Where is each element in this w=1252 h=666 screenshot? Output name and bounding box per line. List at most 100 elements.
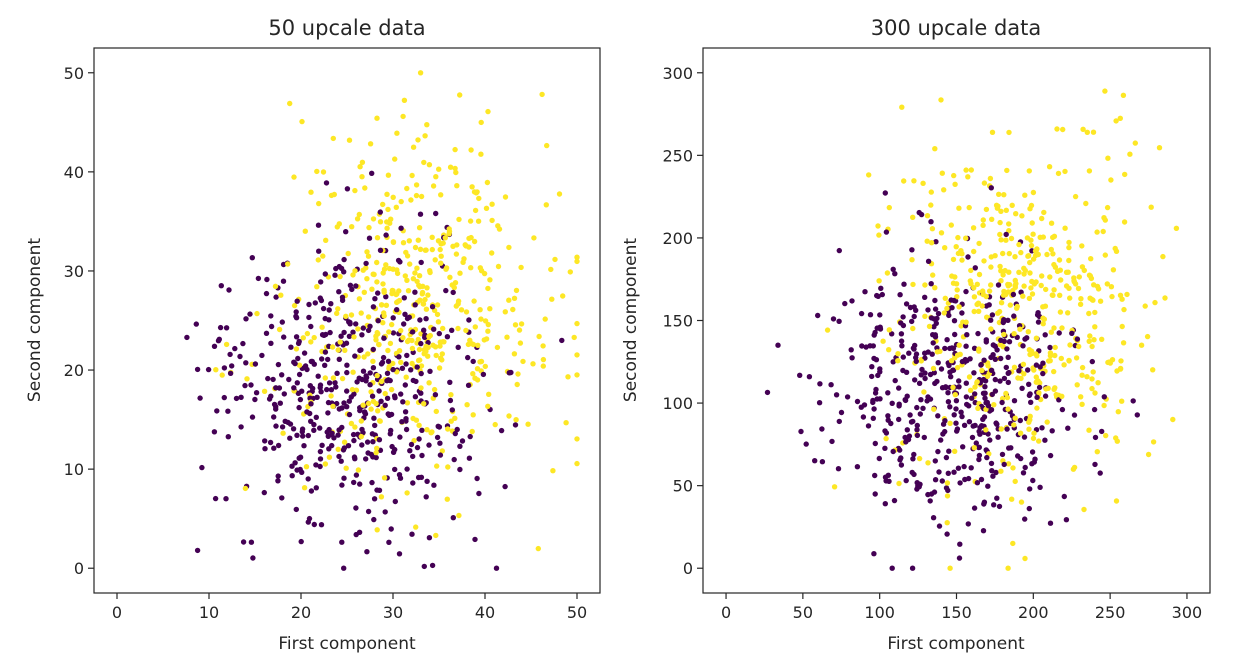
data-point xyxy=(1094,229,1100,235)
data-point xyxy=(384,370,391,376)
data-point xyxy=(1028,237,1034,243)
data-point xyxy=(387,220,393,226)
data-point xyxy=(988,264,994,270)
data-point xyxy=(1026,505,1033,512)
data-point xyxy=(477,265,483,271)
data-point xyxy=(343,340,350,346)
data-point xyxy=(398,225,404,231)
data-point xyxy=(478,151,484,157)
data-point xyxy=(304,330,311,337)
data-point xyxy=(281,391,287,397)
data-point xyxy=(410,276,417,282)
data-point xyxy=(383,232,389,238)
data-point xyxy=(896,385,902,391)
data-point xyxy=(540,343,546,349)
data-point xyxy=(1026,426,1032,432)
data-point xyxy=(374,445,380,451)
data-point xyxy=(867,312,874,318)
data-point xyxy=(549,296,555,302)
data-point xyxy=(380,281,386,287)
data-point xyxy=(996,319,1003,326)
data-point xyxy=(351,437,357,444)
data-point xyxy=(1036,384,1043,391)
data-point xyxy=(341,445,348,451)
data-point xyxy=(1036,390,1042,396)
data-point xyxy=(477,359,483,365)
data-point xyxy=(902,434,908,441)
data-point xyxy=(299,118,305,125)
data-point xyxy=(298,538,304,545)
data-point xyxy=(261,388,268,394)
data-point xyxy=(996,191,1002,197)
data-point xyxy=(506,244,512,251)
data-point xyxy=(408,441,415,448)
data-point xyxy=(860,414,867,420)
data-point xyxy=(1021,283,1027,289)
data-point xyxy=(848,347,854,353)
data-point xyxy=(1094,449,1101,455)
data-point xyxy=(936,523,943,529)
data-point xyxy=(412,244,419,251)
data-point xyxy=(945,399,952,405)
data-point xyxy=(337,339,343,345)
data-point xyxy=(427,368,433,374)
data-point xyxy=(461,256,467,262)
data-point xyxy=(412,289,418,295)
data-point xyxy=(974,301,980,308)
data-point xyxy=(470,371,476,377)
data-point xyxy=(964,358,970,364)
data-point xyxy=(279,495,285,501)
data-point xyxy=(293,506,299,513)
data-point xyxy=(836,418,842,425)
data-point xyxy=(913,358,919,364)
data-point xyxy=(552,256,558,263)
data-point xyxy=(435,238,442,244)
data-point xyxy=(293,346,300,352)
data-point xyxy=(359,426,365,433)
data-point xyxy=(1027,206,1033,212)
data-point xyxy=(989,391,995,398)
data-point xyxy=(349,386,356,393)
data-point xyxy=(412,394,419,400)
data-point xyxy=(916,455,923,462)
data-point xyxy=(398,327,404,334)
data-point xyxy=(909,247,915,253)
y-axis-label: Second component xyxy=(621,238,641,402)
y-tick-label: 10 xyxy=(64,460,84,479)
data-point xyxy=(928,202,934,208)
data-point xyxy=(1025,329,1032,335)
data-point xyxy=(372,296,378,302)
data-point xyxy=(995,434,1001,440)
data-point xyxy=(907,412,913,418)
data-point xyxy=(998,278,1004,284)
data-point xyxy=(267,439,274,446)
y-tick-label: 0 xyxy=(683,559,693,578)
data-point xyxy=(1040,370,1046,377)
x-tick-label: 150 xyxy=(941,603,972,622)
y-tick-label: 30 xyxy=(64,262,84,281)
data-point xyxy=(444,334,451,340)
data-point xyxy=(315,222,322,228)
data-point xyxy=(945,390,951,396)
data-point xyxy=(380,320,386,326)
data-point xyxy=(978,361,984,368)
data-point xyxy=(976,452,983,459)
data-point xyxy=(291,174,297,180)
data-point xyxy=(446,226,452,232)
data-point xyxy=(1079,364,1086,371)
data-point xyxy=(248,382,254,388)
data-point xyxy=(898,338,905,344)
data-point xyxy=(1033,335,1040,341)
data-point xyxy=(314,284,320,290)
data-point xyxy=(399,419,405,425)
data-point xyxy=(963,343,969,349)
data-point xyxy=(455,344,461,350)
data-point xyxy=(901,281,907,287)
data-point xyxy=(249,255,255,261)
data-point xyxy=(401,321,407,327)
data-point xyxy=(308,358,314,365)
data-point xyxy=(438,355,444,361)
data-point xyxy=(885,390,891,396)
data-point xyxy=(932,146,938,152)
data-point xyxy=(952,392,958,398)
